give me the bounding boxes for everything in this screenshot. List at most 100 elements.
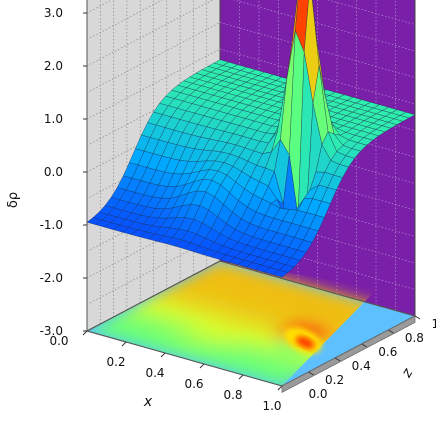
- floor-contour-cell: [162, 308, 186, 318]
- surface-cell: [272, 269, 289, 278]
- floor-contour-cell: [114, 333, 139, 343]
- floor-contour-cell: [288, 321, 312, 331]
- floor-contour-cell: [152, 336, 176, 346]
- floor-contour-cell: [316, 306, 341, 316]
- floor-contour-cell: [250, 341, 274, 351]
- floor-contour-cell: [138, 309, 163, 319]
- floor-contour-cell: [180, 344, 204, 354]
- floor-contour-cell: [212, 361, 236, 371]
- floor-contour-cell: [275, 294, 299, 304]
- floor-contour-cell: [198, 357, 222, 367]
- floor-contour-cell: [181, 298, 205, 308]
- x-tick-mark: [160, 352, 166, 358]
- floor-contour-cell: [176, 312, 200, 322]
- floor-contour-cell: [228, 273, 253, 283]
- floor-contour-cell: [217, 347, 241, 357]
- left-wall-grid-line: [86, 207, 221, 279]
- floor-contour-cell: [208, 329, 232, 339]
- floor-contour-cell: [273, 363, 297, 373]
- z-tick-label: 1.0: [44, 112, 63, 126]
- floor-contour-cell: [252, 272, 276, 282]
- floor-contour-cell: [227, 319, 251, 329]
- y-tick-mark: [334, 357, 341, 362]
- floor-contour-cell: [231, 351, 255, 361]
- floor-contour-cell: [176, 289, 201, 299]
- floor-contour-cell: [195, 279, 220, 289]
- floor-contour-cell: [185, 330, 209, 340]
- back-wall-grid-line: [219, 207, 416, 264]
- floor-contour-cell: [133, 323, 158, 333]
- floor-contour-cell: [330, 310, 355, 320]
- floor-contour-cell: [209, 283, 234, 293]
- floor-contour-cell: [190, 293, 215, 303]
- back-wall-grid-line: [219, 234, 416, 290]
- floor-contour-cell: [311, 320, 336, 330]
- floor-contour-cell: [283, 312, 308, 322]
- floor-contour-cell: [254, 373, 278, 383]
- floor-contour-cell: [256, 304, 280, 314]
- floor-contour-cell: [166, 317, 191, 327]
- floor-contour-cell: [273, 340, 298, 350]
- left-wall-grid-line: [86, 0, 163, 40]
- z-tick-label: 3.0: [44, 6, 63, 20]
- back-wall-grid-line: [219, 22, 416, 78]
- back-wall-grid-line: [326, 0, 416, 25]
- floor-contour-cell: [254, 350, 279, 360]
- floor-contour-cell: [147, 327, 172, 337]
- floor-contour-cell: [138, 332, 162, 342]
- floor-contour-cell: [128, 337, 153, 347]
- floor-contour-cell: [170, 349, 194, 359]
- floor-contour-cell: [235, 360, 260, 370]
- floor-contour-cell: [256, 281, 281, 291]
- floor-contour-cell: [294, 284, 318, 294]
- x-tick-label: 0.6: [184, 377, 203, 391]
- floor-contour-cell: [142, 341, 167, 351]
- floor-contour-cell: [238, 268, 262, 278]
- floor-contour-cell: [186, 284, 210, 294]
- floor-contour-cell: [232, 328, 256, 338]
- x-tick-mark: [238, 374, 244, 380]
- floor-contour-cell: [152, 313, 177, 323]
- y-tick-mark: [388, 329, 394, 334]
- z-tick-label: -3.0: [40, 324, 63, 338]
- z-tick-label: 2.0: [44, 59, 63, 73]
- floor-contour-cell: [194, 348, 218, 358]
- floor-contour-cell: [166, 340, 190, 350]
- x-tick-mark: [121, 341, 127, 347]
- left-wall-grid-line: [86, 0, 113, 14]
- floor-contour-cell: [237, 314, 261, 324]
- floor-contour-cell: [100, 329, 125, 339]
- floor-contour-cell: [223, 310, 247, 320]
- floor-contour-cell: [245, 355, 269, 365]
- floor-contour-cell: [242, 300, 266, 310]
- floor-contour-cell: [171, 303, 196, 313]
- floor-contour-cell: [298, 293, 322, 303]
- floor-contour-cell: [232, 305, 257, 315]
- floor-contour-cell: [228, 296, 252, 306]
- floor-contour-cell: [213, 338, 237, 348]
- left-wall-grid-line: [86, 0, 214, 67]
- left-wall-grid-line: [86, 101, 221, 173]
- floor-contour-cell: [200, 288, 224, 298]
- x-tick-mark: [277, 385, 283, 391]
- y-tick-label: 1.0: [431, 317, 436, 331]
- floor-contour-cell: [278, 349, 302, 359]
- floor-contour-cell: [259, 336, 284, 346]
- x-tick-label: 0.2: [106, 355, 125, 369]
- floor-contour-cell: [247, 286, 271, 296]
- x-tick-label: 0.4: [145, 366, 164, 380]
- z-tick-label: 0.0: [44, 165, 63, 179]
- floor-contour-cell: [195, 302, 219, 312]
- floor-contour-cell: [156, 345, 181, 355]
- x-tick-label: 0.8: [223, 388, 242, 402]
- floor-contour-cell: [270, 285, 295, 295]
- floor-contour-cell: [265, 299, 289, 309]
- floor-contour-cell: [205, 274, 229, 284]
- floor-contour-cell: [204, 297, 229, 307]
- floor-contour-cell: [321, 315, 345, 325]
- back-wall-grid-line: [232, 0, 416, 52]
- floor-contour-cell: [335, 296, 360, 306]
- back-wall-grid-line: [219, 48, 416, 105]
